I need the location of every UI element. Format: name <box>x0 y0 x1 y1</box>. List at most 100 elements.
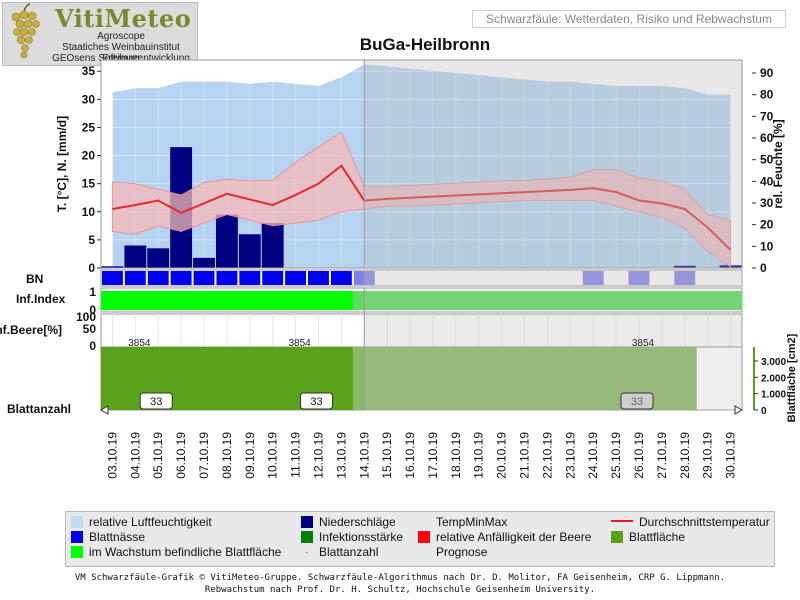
logo-line-2: Staatiches Weinbauinstitut Freiburg <box>62 42 180 64</box>
leaf-area-block <box>490 347 514 410</box>
vitimeteo-logo: VitiMeteo Agroscope Staatiches Weinbauin… <box>2 2 198 66</box>
leaf-wetness-block <box>124 271 146 285</box>
chart-legend: relative Luftfeuchtigkeit Niederschläge … <box>65 511 775 567</box>
mean-temp-line <box>112 164 732 251</box>
leaf-wetness-block <box>102 271 123 285</box>
leaf-wetness-block <box>285 271 307 285</box>
x-axis-date-label: 11.10.19 <box>289 432 303 478</box>
x-axis-date-label: 29.10.19 <box>701 432 715 479</box>
x-axis-date-label: 17.10.19 <box>426 432 440 479</box>
infection-index-block <box>513 291 537 310</box>
leaf-area-value-label: 3854 <box>128 338 151 349</box>
x-axis-date-label: 25.10.19 <box>609 432 623 479</box>
leaf-wetness-block <box>353 271 375 285</box>
legend-prognose: Prognose <box>436 545 487 560</box>
leaf-count-box <box>139 392 173 410</box>
infection-index-block <box>329 291 354 310</box>
infection-index-block <box>398 291 422 310</box>
temp-minmax-band <box>112 131 731 268</box>
inf-beere-row-label: Inf.Beere[%] <box>0 323 62 337</box>
legend-leafarea: Blattfläche <box>611 530 685 545</box>
footer-line-1: VM Schwarzfäule-Grafik © VitiMeteo-Grupp… <box>74 573 726 583</box>
legend-leafcount: · Blattanzahl <box>301 545 378 560</box>
infection-index-block <box>444 291 468 310</box>
legend-dot: · <box>305 545 309 559</box>
leaf-wetness-block <box>262 271 284 285</box>
infection-index-block <box>169 291 194 310</box>
leaf-area-value-label: 3854 <box>632 338 655 349</box>
grape-icon <box>11 3 40 59</box>
infection-index-block <box>146 291 171 310</box>
leaf-wetness-block <box>628 271 650 285</box>
precipitation-bar <box>238 234 261 268</box>
legend-infection: Infektionsstärke <box>301 530 403 545</box>
x-axis-date-label: 03.10.19 <box>105 432 119 479</box>
leaf-area-block <box>261 347 285 410</box>
legend-label: relative Luftfeuchtigkeit <box>89 515 212 529</box>
leaf-area-block <box>169 347 194 410</box>
leaf-area-axis-label: Blattfläche [cm2] <box>786 333 798 422</box>
x-axis-date-label: 20.10.19 <box>495 432 509 479</box>
bn-row-label: BN <box>26 272 43 286</box>
x-axis-date-label: 10.10.19 <box>266 432 280 479</box>
forecast-shade <box>364 347 742 410</box>
leaf-area-block <box>421 347 445 410</box>
legend-label: relative Anfälligkeit der Beere <box>436 530 592 544</box>
leaf-area-block <box>398 347 422 410</box>
leaf-area-block <box>650 347 674 410</box>
left-axis-tick-label: 25 <box>82 120 96 134</box>
legend-meantemp: Durchschnittstemperatur <box>611 515 770 530</box>
legend-label: im Wachstum befindliche Blattfläche <box>89 545 282 559</box>
leaf-area-block <box>558 347 583 410</box>
leaf-count-value: 33 <box>631 396 643 408</box>
blattanzahl-row-label: Blattanzahl <box>7 402 71 416</box>
leaf-count-value: 33 <box>150 396 162 408</box>
infection-index-block <box>558 291 583 310</box>
legend-label: Prognose <box>436 545 488 559</box>
infection-index-block <box>238 291 262 310</box>
infection-index-block <box>535 291 560 310</box>
legend-swatch <box>71 546 83 558</box>
logo-line-3: GEOsens Softwareentwicklung <box>52 53 190 64</box>
left-axis-tick-label: 10 <box>82 205 96 219</box>
leaf-area-block <box>375 347 400 410</box>
leaf-area-block <box>238 347 262 410</box>
precipitation-bar <box>124 245 147 268</box>
inf-beere-tick-label: 100 <box>76 310 96 324</box>
left-axis-tick-label: 5 <box>88 233 95 247</box>
x-axis-date-label: 21.10.19 <box>518 432 532 479</box>
leaf-area-block <box>192 347 216 410</box>
x-axis-date-label: 09.10.19 <box>243 432 257 479</box>
footer-line-2: Rebwachstum nach Prof. Dr. H. Schultz, H… <box>204 585 596 595</box>
legend-humidity: relative Luftfeuchtigkeit <box>71 515 212 530</box>
precipitation-bar <box>673 265 696 268</box>
inf-index-tick-label: 0 <box>89 303 96 317</box>
leaf-wetness-block <box>330 271 352 285</box>
legend-label: Blattnässe <box>89 530 146 544</box>
x-axis-date-label: 18.10.19 <box>449 432 463 479</box>
forecast-shade <box>364 314 742 347</box>
left-axis-tick-label: 20 <box>82 149 96 163</box>
leaf-area-block <box>513 347 537 410</box>
legend-berry: relative Anfälligkeit der Beere <box>418 530 591 545</box>
legend-label: Blattanzahl <box>319 545 379 559</box>
legend-swatch <box>71 531 83 543</box>
leaf-count-marker <box>734 405 744 415</box>
inf-beere-panel <box>100 313 743 348</box>
legend-label: Durchschnittstemperatur <box>639 515 770 529</box>
infection-index-block <box>696 291 720 310</box>
leaf-area-block <box>467 347 491 410</box>
x-axis-date-label: 16.10.19 <box>403 432 417 479</box>
leaf-area-block <box>581 347 606 410</box>
leaf-count-box <box>620 392 654 410</box>
x-axis-date-label: 07.10.19 <box>197 432 211 479</box>
legend-rain: Niederschläge <box>301 515 396 530</box>
infection-index-block <box>421 291 445 310</box>
infection-index-block <box>215 291 239 310</box>
legend-label: Niederschläge <box>319 515 396 529</box>
leaf-area-block <box>673 347 697 410</box>
infection-index-block <box>261 291 285 310</box>
infection-index-block <box>650 291 674 310</box>
infection-index-block <box>192 291 216 310</box>
left-axis-tick-label: 0 <box>88 261 95 275</box>
